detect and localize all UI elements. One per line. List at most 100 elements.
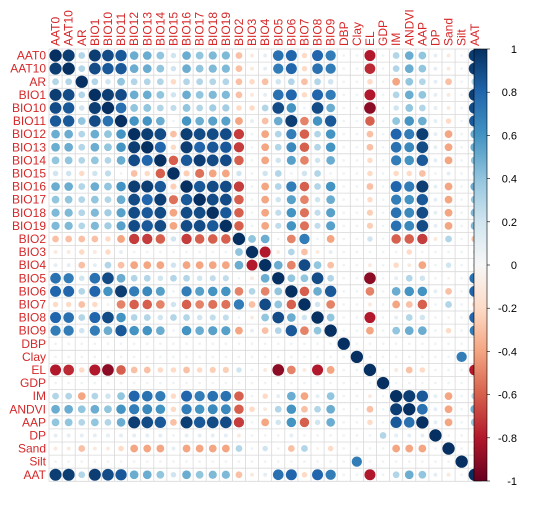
corr-circle: [404, 194, 415, 205]
corr-circle: [355, 224, 359, 228]
corr-circle: [194, 391, 205, 402]
corr-circle: [460, 303, 464, 306]
corr-circle: [393, 105, 399, 111]
corr-circle: [274, 183, 282, 190]
corr-circle: [301, 472, 308, 478]
corr-circle: [299, 129, 310, 139]
corr-circle: [303, 381, 306, 385]
column-label: BIO17: [193, 12, 207, 46]
corr-circle: [286, 142, 297, 153]
corr-circle: [446, 66, 451, 71]
corr-circle: [77, 117, 86, 125]
corr-circle: [250, 66, 254, 71]
corr-circle: [250, 420, 254, 424]
corr-circle: [342, 355, 346, 359]
corr-circle: [272, 364, 285, 376]
corr-circle: [103, 286, 113, 297]
corr-circle: [326, 208, 336, 218]
corr-circle: [78, 261, 86, 269]
corr-circle: [298, 298, 311, 311]
corr-circle: [172, 289, 175, 293]
column-label: BIO10: [101, 12, 115, 46]
corr-circle: [49, 62, 62, 75]
corr-circle: [368, 250, 372, 254]
corr-circle: [433, 223, 438, 228]
corr-circle: [119, 460, 123, 464]
row-label: DP: [29, 428, 46, 442]
corr-circle: [156, 326, 165, 335]
corr-circle: [390, 403, 403, 416]
row-label: Sand: [18, 442, 46, 456]
corr-circle: [273, 116, 283, 126]
corr-circle: [275, 222, 282, 229]
corr-circle: [285, 285, 298, 298]
corr-circle: [119, 342, 123, 346]
corr-circle: [193, 193, 206, 206]
corr-circle: [141, 416, 154, 429]
corr-circle: [248, 235, 256, 243]
corr-circle: [116, 156, 126, 165]
corr-circle: [389, 389, 403, 403]
corr-circle: [156, 116, 165, 126]
corr-circle: [250, 158, 254, 162]
corr-circle: [364, 63, 376, 74]
corr-circle: [168, 195, 179, 205]
corr-circle: [105, 393, 111, 399]
corr-circle: [272, 50, 284, 61]
corr-circle: [446, 53, 451, 58]
corr-circle: [171, 446, 176, 451]
corr-circle: [234, 221, 244, 231]
corr-circle: [434, 172, 437, 175]
corr-circle: [355, 172, 359, 175]
corr-circle: [115, 285, 128, 298]
corr-circle: [90, 195, 99, 204]
corr-circle: [79, 327, 85, 334]
colorbar-tick-label: 0: [511, 260, 517, 272]
corr-circle: [104, 209, 112, 217]
row-label: BIO8: [19, 311, 47, 325]
corr-circle: [119, 172, 123, 175]
corr-circle: [129, 64, 139, 73]
corr-circle: [182, 104, 191, 112]
colorbar-tick-label: 0.2: [502, 217, 517, 229]
corr-circle: [303, 342, 306, 346]
corr-circle: [276, 355, 280, 359]
corr-circle: [220, 141, 232, 153]
corr-circle: [379, 432, 387, 439]
corr-circle: [263, 407, 268, 412]
corr-circle: [403, 403, 416, 416]
corr-circle: [300, 116, 309, 126]
corr-circle: [132, 355, 136, 359]
corr-circle: [208, 90, 217, 99]
corr-circle: [286, 221, 297, 231]
corr-circle: [211, 355, 215, 359]
column-label: AR: [75, 29, 89, 46]
corr-circle: [78, 418, 86, 426]
corr-circle: [289, 433, 294, 438]
corr-circle: [263, 472, 268, 477]
corr-circle: [394, 276, 399, 281]
corr-circle: [407, 433, 412, 438]
corr-circle: [301, 248, 308, 256]
corr-circle: [326, 392, 335, 401]
corr-circle: [92, 250, 97, 254]
corr-circle: [221, 234, 231, 244]
corr-circle: [221, 326, 231, 336]
corr-circle: [394, 460, 398, 464]
corr-circle: [234, 155, 244, 166]
corr-circle: [236, 367, 242, 373]
corr-circle: [407, 355, 411, 359]
corr-circle: [342, 211, 346, 215]
corr-circle: [104, 222, 112, 230]
corr-circle: [342, 93, 346, 97]
corr-circle: [172, 329, 175, 333]
corr-circle: [142, 299, 153, 310]
corr-circle: [104, 170, 112, 177]
corr-circle: [406, 249, 412, 255]
corr-circle: [236, 105, 242, 111]
corr-circle: [263, 355, 267, 359]
corr-circle: [53, 433, 58, 438]
corr-circle: [381, 106, 385, 110]
corr-circle: [181, 325, 192, 336]
corr-circle: [364, 469, 376, 481]
